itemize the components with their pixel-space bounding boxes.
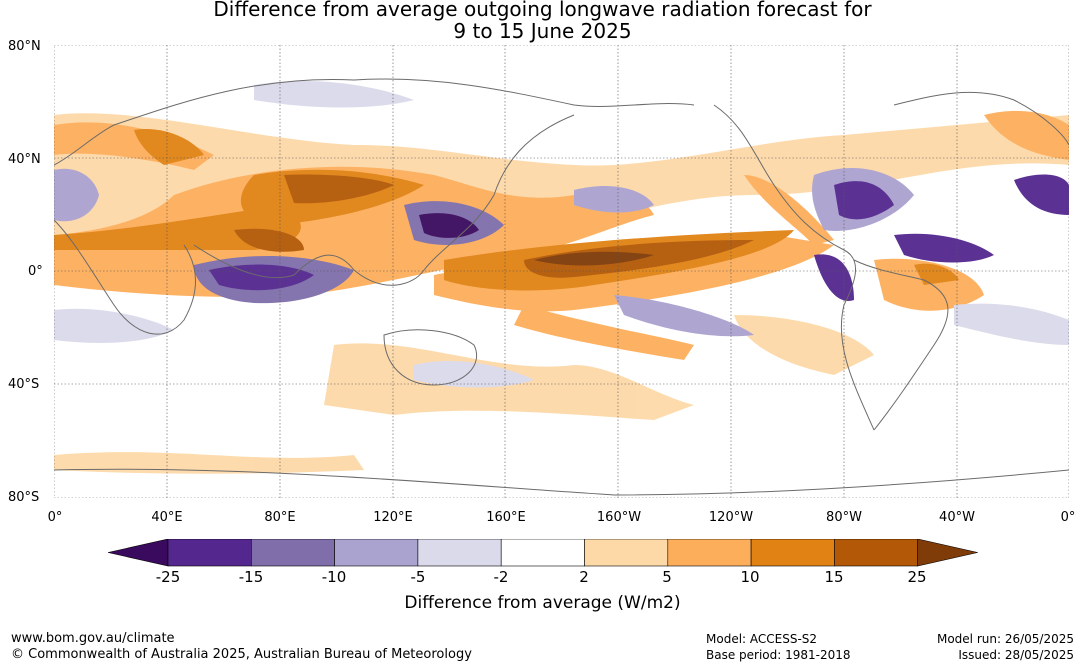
base-period: Base period: 1981-2018: [706, 648, 851, 662]
lat-label-40n: 40°N: [8, 152, 41, 167]
colorbar-segment: [251, 539, 335, 567]
colorbar-tick: -15: [238, 568, 264, 586]
colorbar-tick: -10: [321, 568, 347, 586]
colorbar-tick: 10: [740, 568, 760, 586]
colorbar-tick: -25: [155, 568, 181, 586]
colorbar-arrow-high: [917, 539, 978, 567]
colorbar-segment: [667, 539, 752, 567]
colorbar-arrow-low: [108, 539, 169, 567]
colorbar: [108, 539, 978, 567]
copyright-text: © Commonwealth of Australia 2025, Austra…: [11, 647, 472, 662]
model-name: Model: ACCESS-S2: [706, 632, 818, 646]
lon-label-80e: 80°E: [264, 510, 296, 525]
colorbar-segment: [584, 539, 669, 567]
map-title-line1: Difference from average outgoing longwav…: [213, 0, 872, 21]
colorbar-tick: 25: [907, 568, 927, 586]
model-run-date: Model run: 26/05/2025: [936, 632, 1074, 646]
graticule: [54, 45, 1069, 498]
colorbar-tick: 5: [662, 568, 672, 586]
issued-date: Issued: 28/05/2025: [958, 648, 1074, 662]
colorbar-segment: [500, 539, 585, 567]
colorbar-segment: [417, 539, 502, 567]
lon-label-0: 0°: [47, 510, 63, 525]
colorbar-tick: -5: [410, 568, 426, 586]
lon-label-0-end: 0°: [1060, 510, 1076, 525]
colorbar-segment: [834, 539, 919, 567]
lon-label-160e: 160°E: [486, 510, 526, 525]
colorbar-tick: -2: [493, 568, 509, 586]
lon-label-80w: 80°W: [826, 510, 862, 525]
website-link[interactable]: www.bom.gov.au/climate: [11, 631, 175, 646]
colorbar-segment: [334, 539, 419, 567]
olr-anomaly-map: [54, 45, 1069, 498]
anomaly-shading: [54, 80, 1069, 474]
lat-label-0: 0°: [28, 264, 43, 279]
lat-label-80n: 80°N: [8, 39, 41, 54]
colorbar-title: Difference from average (W/m2): [404, 593, 681, 613]
lon-label-40w: 40°W: [939, 510, 975, 525]
colorbar-tick: 2: [579, 568, 589, 586]
lon-label-120e: 120°E: [373, 510, 413, 525]
map-title-line2: 9 to 15 June 2025: [453, 19, 632, 43]
lon-label-40e: 40°E: [151, 510, 183, 525]
colorbar-tick: 15: [824, 568, 844, 586]
lat-label-40s: 40°S: [8, 377, 40, 392]
colorbar-segment: [167, 539, 252, 567]
lon-label-120w: 120°W: [708, 510, 754, 525]
lat-label-80s: 80°S: [8, 490, 40, 505]
coastlines: [54, 78, 1069, 496]
lon-label-160w: 160°W: [596, 510, 642, 525]
colorbar-segment: [750, 539, 835, 567]
